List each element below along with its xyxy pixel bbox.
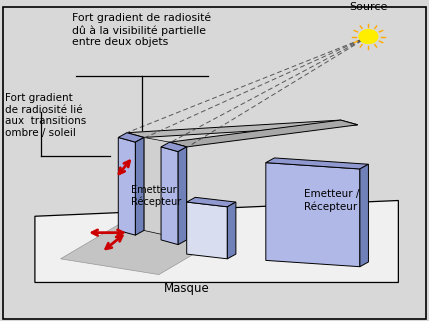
Text: Fort gradient de radiosité
dû à la visibilité partielle
entre deux objets: Fort gradient de radiosité dû à la visib… bbox=[72, 13, 211, 47]
Polygon shape bbox=[161, 142, 187, 152]
Text: Source: Source bbox=[349, 2, 388, 12]
Polygon shape bbox=[169, 120, 358, 147]
Text: Emetteur /
Récepteur: Emetteur / Récepteur bbox=[304, 189, 360, 212]
Polygon shape bbox=[118, 137, 136, 235]
Polygon shape bbox=[266, 163, 360, 267]
Polygon shape bbox=[35, 201, 399, 282]
Polygon shape bbox=[136, 137, 144, 235]
Circle shape bbox=[359, 30, 378, 43]
Polygon shape bbox=[266, 158, 369, 169]
Text: Masque: Masque bbox=[164, 282, 210, 295]
Polygon shape bbox=[144, 137, 187, 240]
Polygon shape bbox=[127, 120, 358, 137]
Polygon shape bbox=[187, 202, 227, 259]
Polygon shape bbox=[118, 133, 144, 142]
Polygon shape bbox=[227, 202, 236, 259]
Polygon shape bbox=[60, 221, 223, 274]
Polygon shape bbox=[161, 147, 178, 245]
Text: Emetteur
Récepteur: Emetteur Récepteur bbox=[131, 185, 181, 207]
Polygon shape bbox=[187, 197, 236, 207]
Polygon shape bbox=[360, 164, 369, 267]
Polygon shape bbox=[178, 147, 187, 245]
Text: Fort gradient
de radiosité lié
aux  transitions
ombre / soleil: Fort gradient de radiosité lié aux trans… bbox=[5, 93, 86, 138]
